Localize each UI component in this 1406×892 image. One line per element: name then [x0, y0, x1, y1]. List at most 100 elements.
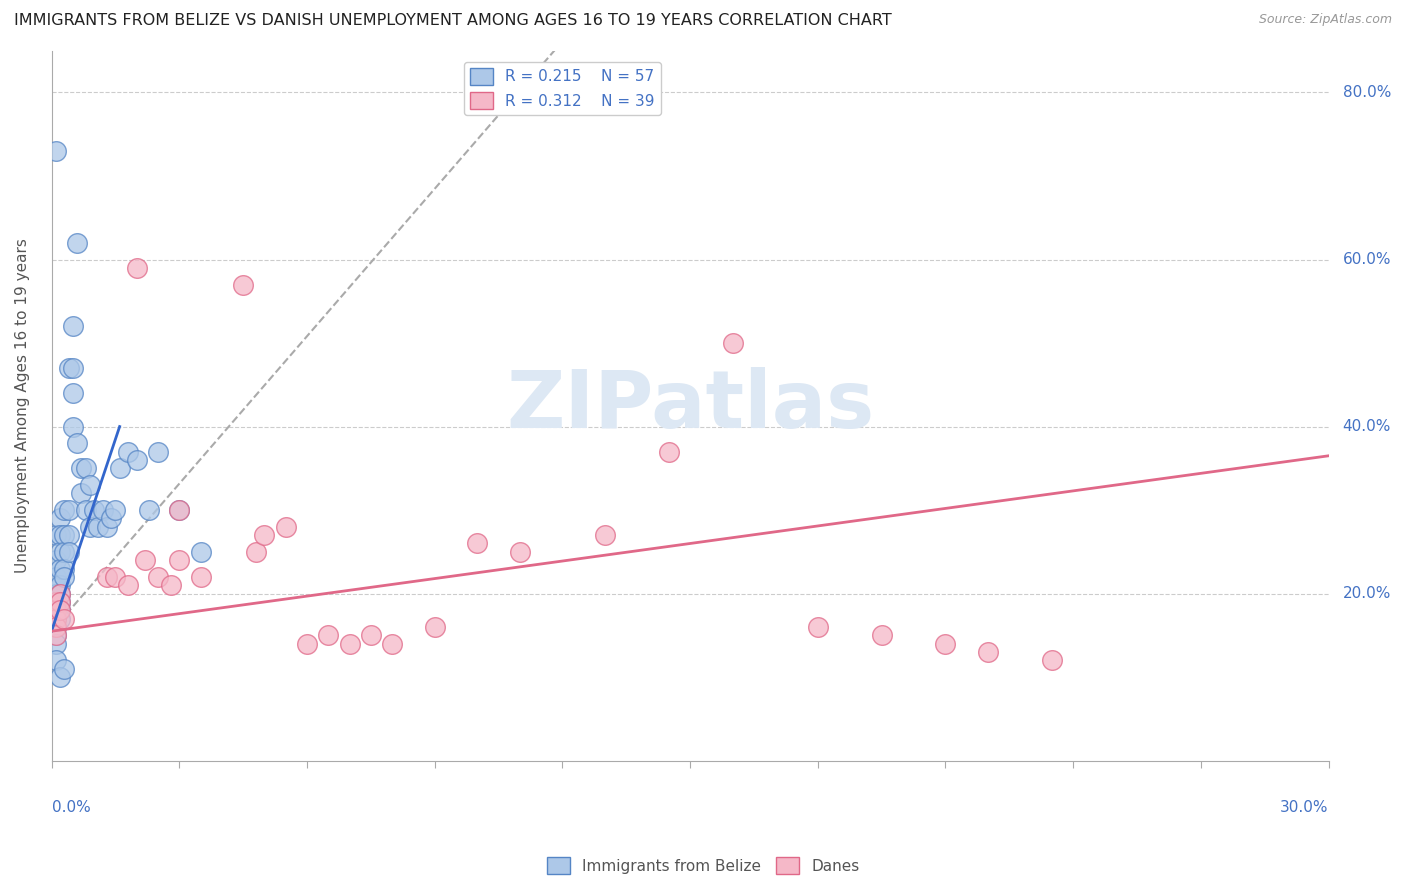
Point [66, 436, 89, 450]
Point [62, 361, 84, 376]
Point [49, 511, 72, 525]
Point [934, 637, 956, 651]
Point [125, 260, 148, 275]
Text: 60.0%: 60.0% [1343, 252, 1391, 267]
Point [45, 144, 67, 158]
Point [117, 444, 139, 458]
Point [49, 612, 72, 626]
Point [146, 570, 169, 584]
Point [91, 503, 114, 517]
Point [245, 545, 267, 559]
Point [49, 603, 72, 617]
Point [104, 570, 127, 584]
Point [232, 277, 254, 292]
Point [167, 503, 190, 517]
Point [316, 628, 339, 642]
Point [104, 503, 127, 517]
Point [49, 561, 72, 575]
Point [45, 637, 67, 651]
Point [96, 570, 118, 584]
Point [658, 444, 681, 458]
Point [423, 620, 446, 634]
Point [360, 628, 382, 642]
Point [1040, 653, 1063, 667]
Point [45, 620, 67, 634]
Point [465, 536, 488, 550]
Point [45, 612, 67, 626]
Point [45, 553, 67, 567]
Text: 20.0%: 20.0% [1343, 586, 1391, 601]
Point [83, 503, 105, 517]
Point [190, 545, 212, 559]
Point [49, 528, 72, 542]
Point [509, 545, 531, 559]
Point [100, 511, 122, 525]
Point [45, 612, 67, 626]
Point [593, 528, 616, 542]
Point [721, 336, 744, 351]
Point [75, 461, 97, 475]
Point [138, 503, 160, 517]
Point [58, 503, 80, 517]
Point [190, 570, 212, 584]
Text: 30.0%: 30.0% [1279, 799, 1329, 814]
Point [339, 637, 361, 651]
Point [45, 628, 67, 642]
Point [49, 578, 72, 592]
Point [66, 235, 89, 250]
Point [295, 637, 318, 651]
Point [167, 503, 190, 517]
Point [49, 586, 72, 600]
Point [53, 561, 76, 575]
Point [159, 578, 181, 592]
Point [108, 461, 131, 475]
Point [45, 595, 67, 609]
Point [53, 570, 76, 584]
Point [58, 361, 80, 376]
Point [45, 595, 67, 609]
Text: 40.0%: 40.0% [1343, 419, 1391, 434]
Point [79, 478, 101, 492]
Point [45, 603, 67, 617]
Text: 0.0%: 0.0% [52, 799, 90, 814]
Point [58, 545, 80, 559]
Point [253, 528, 276, 542]
Text: ZIPatlas: ZIPatlas [506, 367, 875, 445]
Point [45, 586, 67, 600]
Point [53, 528, 76, 542]
Point [87, 520, 110, 534]
Point [53, 503, 76, 517]
Point [53, 545, 76, 559]
Point [45, 528, 67, 542]
Point [62, 419, 84, 434]
Point [96, 520, 118, 534]
Point [146, 444, 169, 458]
Point [870, 628, 893, 642]
Point [58, 528, 80, 542]
Point [53, 662, 76, 676]
Point [45, 653, 67, 667]
Text: 80.0%: 80.0% [1343, 85, 1391, 100]
Point [62, 319, 84, 334]
Point [49, 586, 72, 600]
Point [117, 578, 139, 592]
Legend: Immigrants from Belize, Danes: Immigrants from Belize, Danes [540, 851, 866, 880]
Point [70, 461, 93, 475]
Point [49, 670, 72, 684]
Point [49, 595, 72, 609]
Point [62, 386, 84, 401]
Legend: R = 0.215    N = 57, R = 0.312    N = 39: R = 0.215 N = 57, R = 0.312 N = 39 [464, 62, 661, 115]
Point [167, 553, 190, 567]
Point [70, 486, 93, 500]
Text: Source: ZipAtlas.com: Source: ZipAtlas.com [1258, 13, 1392, 27]
Point [134, 553, 156, 567]
Text: IMMIGRANTS FROM BELIZE VS DANISH UNEMPLOYMENT AMONG AGES 16 TO 19 YEARS CORRELAT: IMMIGRANTS FROM BELIZE VS DANISH UNEMPLO… [14, 13, 891, 29]
Point [75, 503, 97, 517]
Point [381, 637, 404, 651]
Point [79, 520, 101, 534]
Point [125, 453, 148, 467]
Point [274, 520, 297, 534]
Point [49, 603, 72, 617]
Y-axis label: Unemployment Among Ages 16 to 19 years: Unemployment Among Ages 16 to 19 years [15, 238, 30, 574]
Point [977, 645, 1000, 659]
